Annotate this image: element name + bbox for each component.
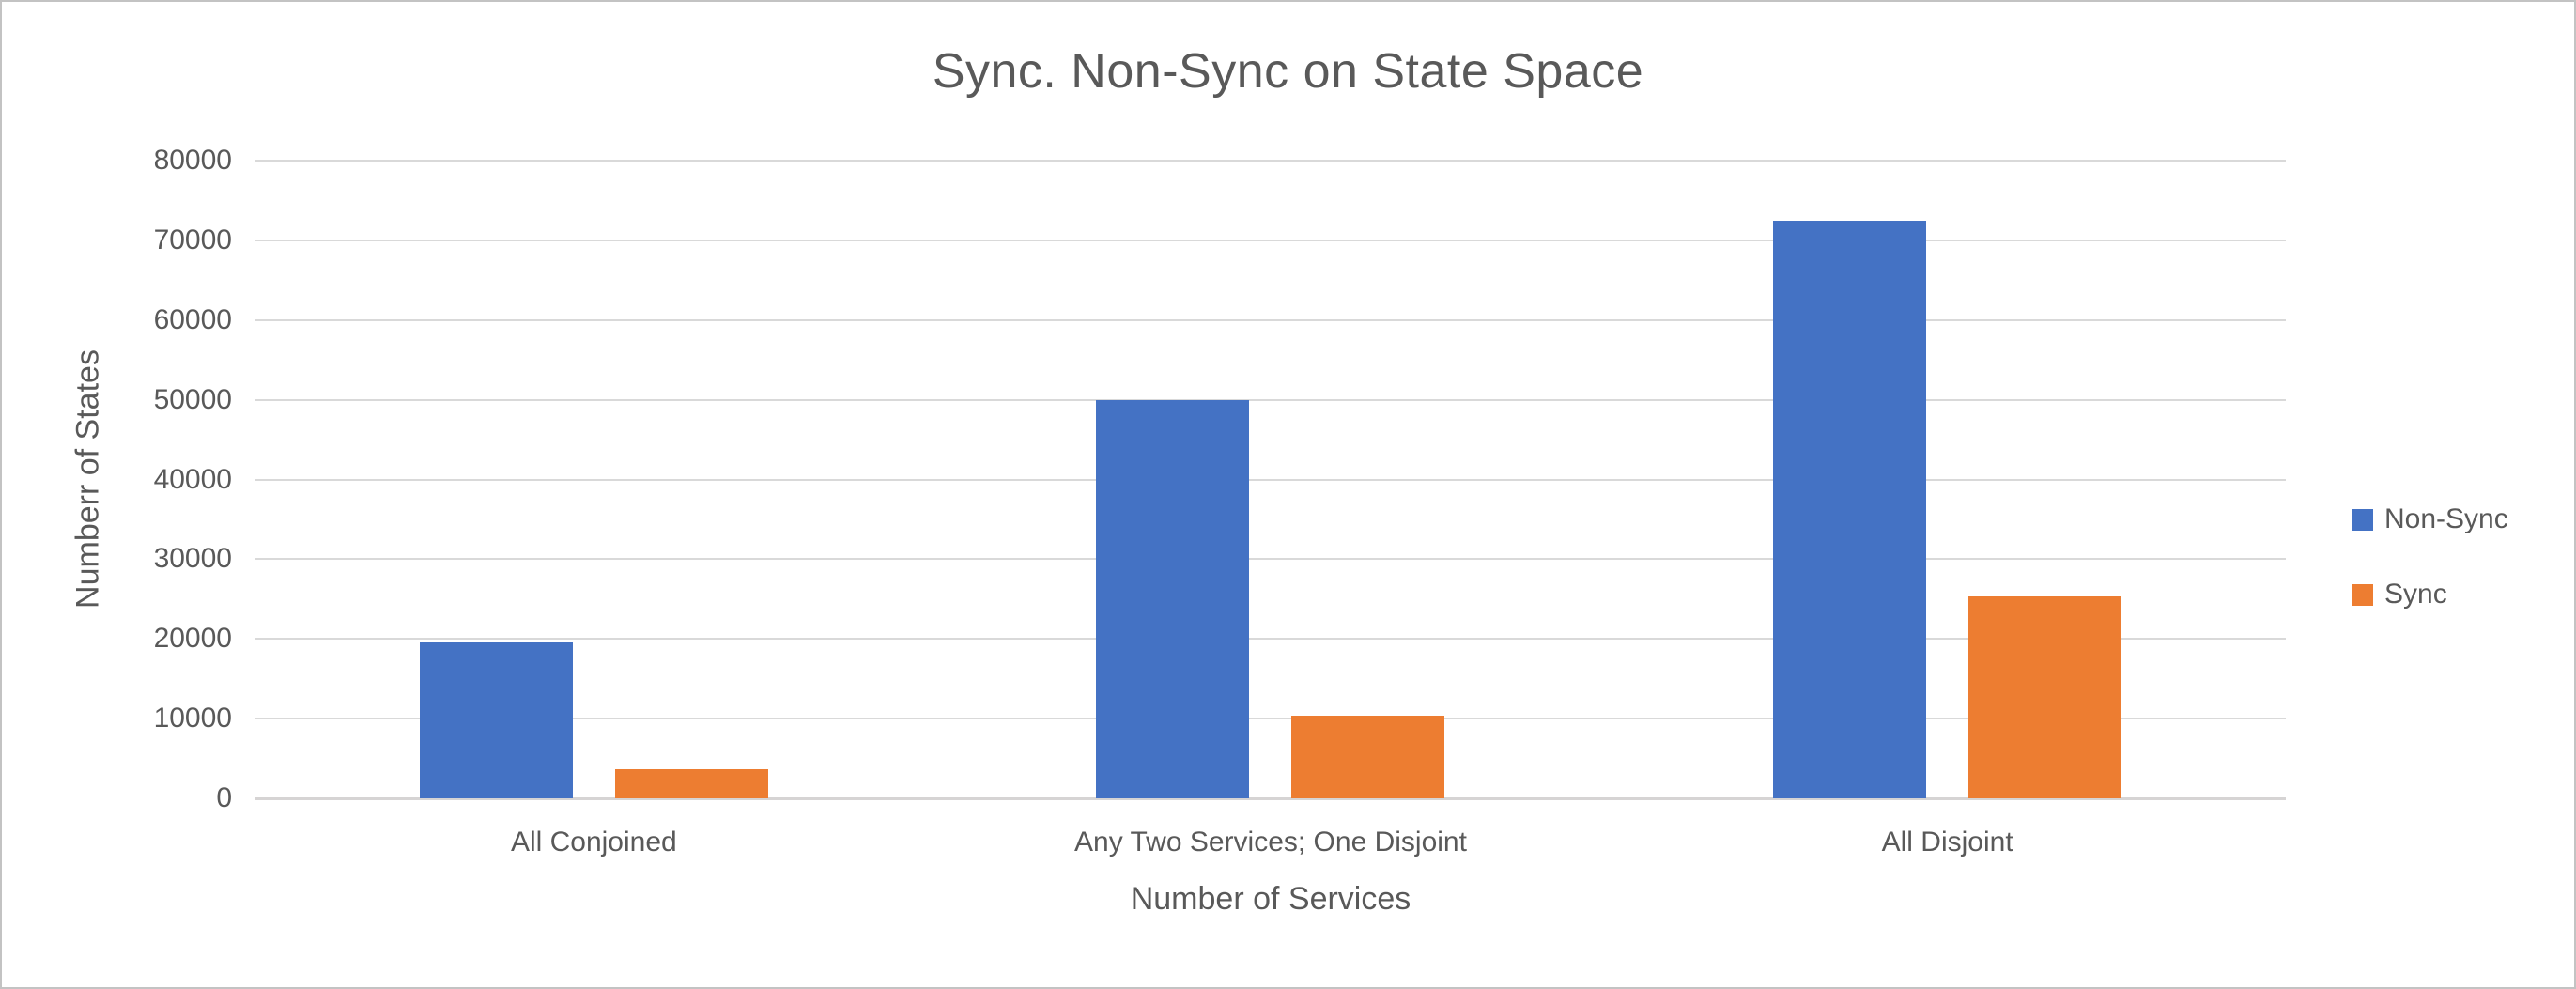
legend: Non-Sync Sync	[2352, 505, 2508, 609]
x-category-label: All Conjoined	[510, 827, 677, 858]
bar-group	[933, 161, 1610, 798]
bar-sync-1	[614, 769, 768, 798]
bar-non-sync-2	[1096, 400, 1250, 798]
gridline	[255, 478, 2286, 481]
legend-label: Non-Sync	[2384, 503, 2508, 534]
y-tick-label: 70000	[153, 224, 232, 255]
gridline	[255, 160, 2286, 162]
gridline	[255, 239, 2286, 241]
legend-item-non-sync: Non-Sync	[2352, 505, 2508, 533]
bar-sync-2	[1291, 716, 1445, 798]
plot-area	[255, 160, 2286, 800]
gridline	[255, 558, 2286, 561]
y-tick-label: 20000	[153, 623, 232, 655]
bar-non-sync-3	[1773, 221, 1927, 798]
y-tick-label: 30000	[153, 543, 232, 575]
x-axis-title: Number of Services	[1130, 881, 1411, 917]
bar-sync-3	[1968, 596, 2122, 798]
y-tick-label: 80000	[153, 145, 232, 176]
gridline	[255, 318, 2286, 321]
chart-title: Sync. Non-Sync on State Space	[932, 44, 1644, 99]
legend-swatch-icon	[2352, 583, 2373, 606]
bar-group	[1609, 161, 2286, 798]
y-tick-label: 0	[216, 782, 232, 813]
x-axis-line	[255, 797, 2286, 800]
gridline	[255, 638, 2286, 641]
y-tick-label: 50000	[153, 383, 232, 415]
legend-swatch-icon	[2352, 508, 2373, 531]
gridline	[255, 718, 2286, 720]
legend-label: Sync	[2384, 579, 2447, 610]
y-tick-label: 10000	[153, 703, 232, 734]
legend-item-sync: Sync	[2352, 580, 2508, 609]
y-tick-label: 60000	[153, 303, 232, 335]
bar-non-sync-1	[419, 642, 573, 798]
bar-group	[255, 161, 933, 798]
x-category-label: All Disjoint	[1881, 827, 2013, 858]
x-category-label: Any Two Services; One Disjoint	[1074, 827, 1467, 858]
gridline	[255, 398, 2286, 401]
y-tick-label: 40000	[153, 463, 232, 495]
